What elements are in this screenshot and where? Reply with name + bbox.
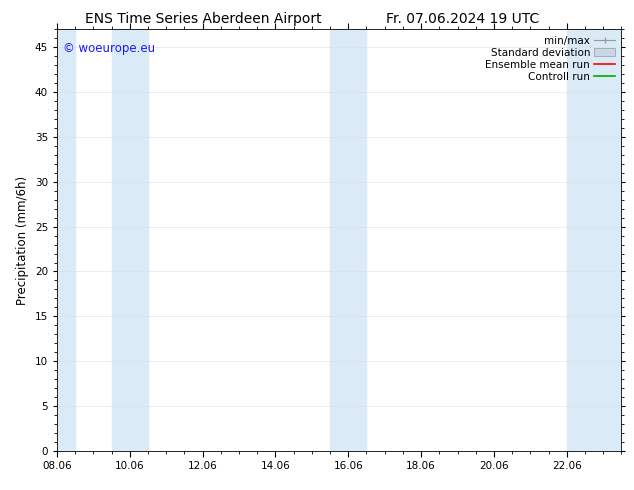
Y-axis label: Precipitation (mm/6h): Precipitation (mm/6h) [16, 175, 29, 305]
Bar [112, 29, 148, 451]
Text: © woeurope.eu: © woeurope.eu [63, 42, 155, 55]
Bar [330, 29, 366, 451]
Bar [57, 29, 75, 451]
Text: ENS Time Series Aberdeen Airport: ENS Time Series Aberdeen Airport [84, 12, 321, 26]
Legend: min/max, Standard deviation, Ensemble mean run, Controll run: min/max, Standard deviation, Ensemble me… [481, 31, 619, 86]
Bar [567, 29, 621, 451]
Text: Fr. 07.06.2024 19 UTC: Fr. 07.06.2024 19 UTC [386, 12, 540, 26]
